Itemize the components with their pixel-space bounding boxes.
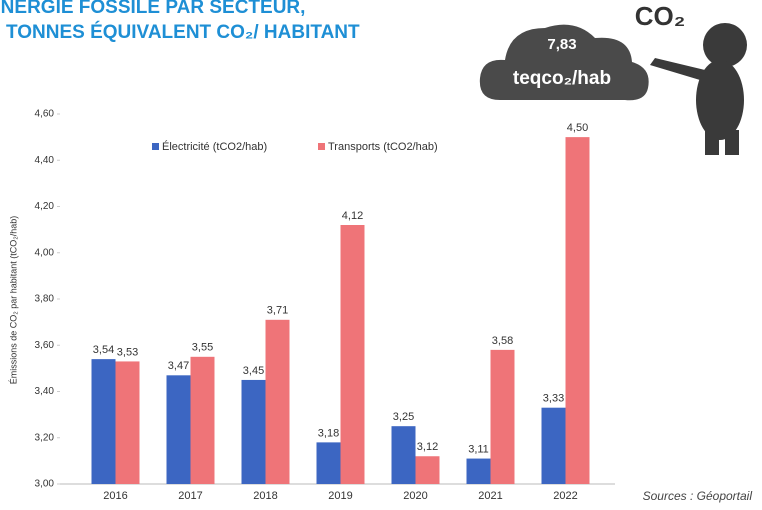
legend-label: Électricité (tCO2/hab) [162, 140, 267, 153]
badge-unit: teqco₂/hab [513, 68, 611, 89]
value-label: 3,58 [492, 335, 513, 347]
bar [565, 137, 590, 484]
bar [91, 359, 116, 484]
bar [340, 225, 365, 484]
bar [190, 356, 215, 484]
y-tick-label: 3,00 [35, 479, 55, 490]
value-label: 4,12 [342, 210, 363, 222]
cloud [479, 24, 649, 101]
bar [490, 349, 515, 484]
y-tick-label: 3,80 [35, 294, 55, 305]
bar [265, 319, 290, 484]
y-axis-title: Émissions de CO₂ par habitant (tCO₂/hab) [8, 216, 18, 385]
value-label: 3,54 [93, 344, 114, 356]
bar [166, 375, 191, 484]
legend-swatch [152, 143, 159, 150]
bar [115, 361, 140, 484]
value-label: 4,50 [567, 122, 588, 134]
y-tick-label: 4,20 [35, 201, 55, 212]
value-label: 3,53 [117, 346, 138, 358]
x-tick-label: 2017 [178, 490, 202, 502]
y-tick-label: 4,40 [35, 155, 55, 166]
value-label: 3,25 [393, 411, 414, 423]
y-tick-label: 3,40 [35, 386, 55, 397]
bar [391, 426, 416, 484]
bar [466, 458, 491, 484]
value-label: 3,33 [543, 393, 564, 405]
value-label: 3,18 [318, 427, 339, 439]
bar [415, 456, 440, 484]
x-tick-label: 2022 [553, 490, 577, 502]
bar [541, 407, 566, 484]
y-tick-label: 4,60 [35, 109, 55, 120]
value-label: 3,12 [417, 441, 438, 453]
value-label: 3,71 [267, 305, 288, 317]
y-tick-label: 3,20 [35, 432, 55, 443]
chart-title: ÉNERGIE FOSSILE PAR SECTEUR, [0, 0, 305, 18]
x-tick-label: 2016 [103, 490, 127, 502]
value-label: 3,47 [168, 360, 189, 372]
badge-label: CO₂ [635, 1, 686, 31]
badge-value: 7,83 [547, 36, 576, 53]
y-tick-label: 4,00 [35, 247, 55, 258]
figure [650, 23, 747, 155]
x-tick-label: 2018 [253, 490, 277, 502]
value-label: 3,45 [243, 365, 264, 377]
x-tick-label: 2020 [403, 490, 427, 502]
chart-title: TONNES ÉQUIVALENT CO₂/ HABITANT [6, 21, 360, 43]
value-label: 3,11 [468, 443, 489, 455]
bar [316, 442, 341, 484]
y-tick-label: 3,60 [35, 340, 55, 351]
x-tick-label: 2019 [328, 490, 352, 502]
value-label: 3,55 [192, 342, 213, 354]
legend-label: Transports (tCO2/hab) [328, 141, 438, 153]
x-tick-label: 2021 [478, 490, 502, 502]
legend-swatch [318, 143, 325, 150]
bar [241, 379, 266, 484]
source: Sources : Géoportail [643, 489, 753, 503]
